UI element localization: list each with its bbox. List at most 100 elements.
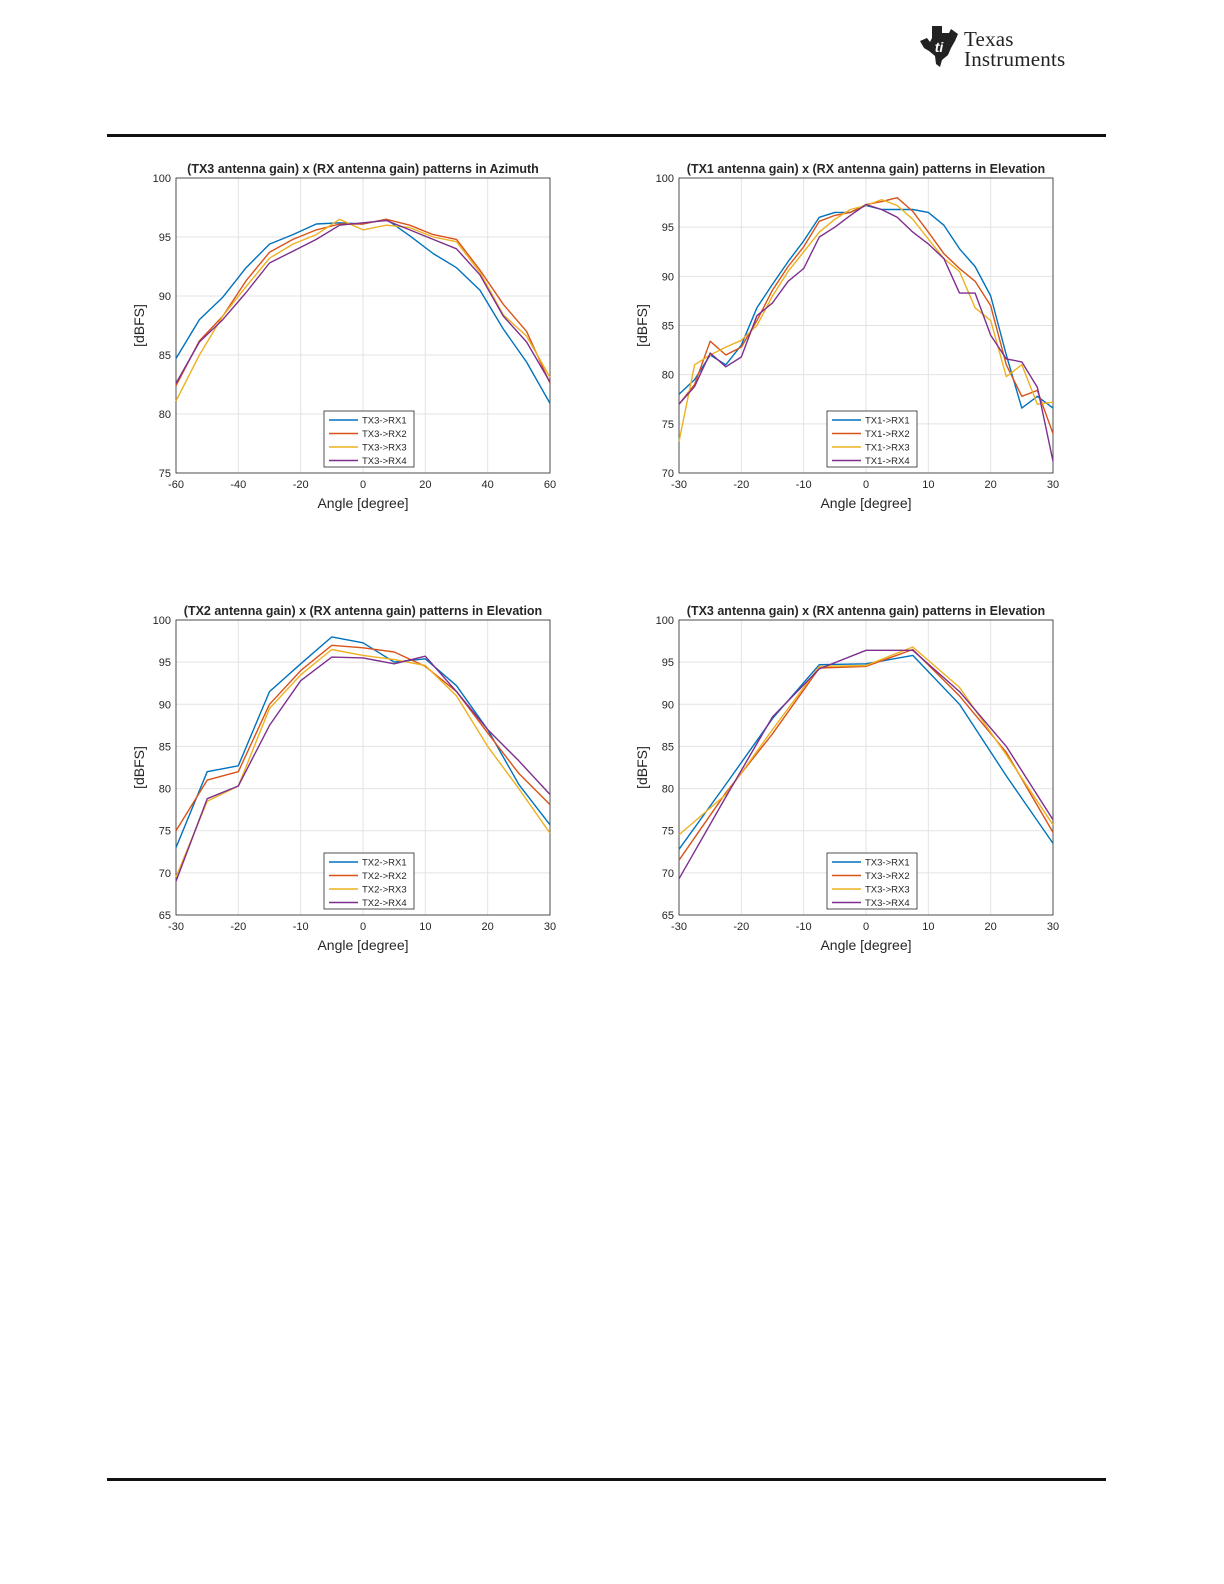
- x-tick-label: -30: [671, 921, 687, 933]
- series-line: [175, 644, 551, 832]
- x-axis-label: Angle [degree]: [317, 937, 408, 953]
- x-tick-label: -20: [733, 479, 749, 491]
- header-rule: [107, 134, 1106, 137]
- y-tick-label: 70: [662, 468, 674, 480]
- x-tick-label: 30: [1047, 921, 1059, 933]
- legend-entry: TX1->RX4: [865, 456, 910, 467]
- y-tick-label: 80: [662, 784, 674, 796]
- y-tick-label: 85: [159, 741, 171, 753]
- series-line: [175, 218, 551, 402]
- y-tick-label: 100: [153, 615, 171, 627]
- legend: TX3->RX1 TX3->RX2 TX3->RX3 TX3->RX4: [323, 410, 415, 468]
- chart-tx2-elevation: -30 -20 -10 0 10 20 30 65 70 75 80 85 90 95 100 (TX2 an…: [130, 600, 570, 960]
- x-tick-label: 10: [419, 921, 431, 933]
- x-tick-label: 20: [482, 921, 494, 933]
- x-tick-label: 10: [922, 479, 934, 491]
- legend-entry: TX2->RX3: [362, 885, 407, 896]
- y-tick-label: 70: [159, 868, 171, 880]
- x-tick-label: -40: [230, 479, 246, 491]
- y-tick-label: 75: [159, 468, 171, 480]
- y-tick-label: 85: [662, 741, 674, 753]
- y-tick-label: 80: [159, 409, 171, 421]
- chart-svg: -30 -20 -10 0 10 20 30 65 70 75 80 85 90 95 100 (TX2 an…: [131, 604, 556, 953]
- chart-tx3-azimuth: -60 -40 -20 0 20 40 60 75 80 85 90 95 100 (TX3 antenn…: [130, 158, 570, 518]
- logo-word-instruments: Instruments: [964, 47, 1066, 71]
- x-axis-label: Angle [degree]: [820, 937, 911, 953]
- x-tick-label: 30: [544, 921, 556, 933]
- y-tick-label: 75: [662, 419, 674, 431]
- x-axis-label: Angle [degree]: [317, 495, 408, 511]
- y-tick-label: 80: [662, 370, 674, 382]
- x-tick-label: 30: [1047, 479, 1059, 491]
- legend-entry: TX3->RX3: [362, 443, 407, 454]
- series-line: [678, 646, 1054, 836]
- series-line: [678, 198, 1054, 442]
- x-tick-label: -20: [733, 921, 749, 933]
- legend-entry: TX3->RX4: [865, 898, 910, 909]
- x-tick-label: 20: [419, 479, 431, 491]
- y-tick-label: 100: [656, 615, 674, 627]
- y-tick-label: 85: [662, 321, 674, 333]
- x-tick-label: -20: [293, 479, 309, 491]
- legend-entry: TX1->RX1: [865, 416, 910, 427]
- x-tick-label: 0: [863, 479, 869, 491]
- legend-entry: TX1->RX3: [865, 443, 910, 454]
- series-line: [175, 655, 551, 882]
- axes-frame: [678, 619, 1054, 916]
- y-tick-label: 95: [662, 222, 674, 234]
- y-axis-label: [dBFS]: [634, 304, 650, 347]
- axes-frame: [678, 177, 1054, 474]
- legend-entry: TX1->RX2: [865, 429, 910, 440]
- y-tick-label: 90: [159, 291, 171, 303]
- y-tick-label: 90: [159, 699, 171, 711]
- legend: TX2->RX1 TX2->RX2 TX2->RX3 TX2->RX4: [323, 852, 415, 910]
- legend-entry: TX3->RX2: [865, 871, 910, 882]
- legend-entry: TX3->RX4: [362, 456, 407, 467]
- series-line: [678, 649, 1054, 880]
- y-tick-label: 75: [662, 826, 674, 838]
- legend: TX1->RX1 TX1->RX2 TX1->RX3 TX1->RX4: [826, 410, 918, 468]
- y-tick-label: 95: [662, 657, 674, 669]
- x-tick-label: 60: [544, 479, 556, 491]
- legend-entry: TX3->RX1: [865, 858, 910, 869]
- y-tick-label: 95: [159, 657, 171, 669]
- legend-entry: TX3->RX1: [362, 416, 407, 427]
- y-tick-label: 85: [159, 350, 171, 362]
- axes-frame: [175, 177, 551, 474]
- y-tick-label: 95: [159, 232, 171, 244]
- y-tick-label: 65: [662, 910, 674, 922]
- chart-title: (TX3 antenna gain) x (RX antenna gain) p…: [187, 162, 539, 176]
- y-tick-label: 65: [159, 910, 171, 922]
- chart-title: (TX3 antenna gain) x (RX antenna gain) p…: [687, 604, 1045, 618]
- legend-entry: TX3->RX2: [362, 429, 407, 440]
- y-axis-label: [dBFS]: [131, 746, 147, 789]
- x-tick-label: -10: [293, 921, 309, 933]
- y-tick-label: 90: [662, 699, 674, 711]
- y-tick-label: 100: [656, 173, 674, 185]
- y-tick-label: 90: [662, 271, 674, 283]
- x-tick-label: -10: [796, 921, 812, 933]
- logo-word-texas: Texas: [964, 27, 1014, 51]
- x-tick-label: -20: [230, 921, 246, 933]
- series-line: [678, 203, 1054, 462]
- series-line: [175, 219, 551, 384]
- y-tick-label: 80: [159, 784, 171, 796]
- chart-title: (TX2 antenna gain) x (RX antenna gain) p…: [184, 604, 542, 618]
- y-tick-label: 75: [159, 826, 171, 838]
- x-tick-label: -60: [168, 479, 184, 491]
- legend: TX3->RX1 TX3->RX2 TX3->RX3 TX3->RX4: [826, 852, 918, 910]
- y-axis-label: [dBFS]: [634, 746, 650, 789]
- y-tick-label: 70: [662, 868, 674, 880]
- x-axis-label: Angle [degree]: [820, 495, 911, 511]
- footer-rule: [107, 1478, 1106, 1481]
- chart-svg: -30 -20 -10 0 10 20 30 65 70 75 80 85 90 95 100 (TX3 an…: [634, 604, 1059, 953]
- x-tick-label: 40: [482, 479, 494, 491]
- series-line: [175, 218, 551, 387]
- x-tick-label: 0: [360, 921, 366, 933]
- chart-tx1-elevation: -30 -20 -10 0 10 20 30 70 75 80 85 90 95 100 (TX1 ante…: [633, 158, 1073, 518]
- chart-title: (TX1 antenna gain) x (RX antenna gain) p…: [687, 162, 1045, 176]
- texas-instruments-logo: ti Texas Instruments: [918, 24, 1108, 72]
- x-tick-label: 20: [985, 921, 997, 933]
- x-tick-label: -30: [671, 479, 687, 491]
- x-tick-label: -30: [168, 921, 184, 933]
